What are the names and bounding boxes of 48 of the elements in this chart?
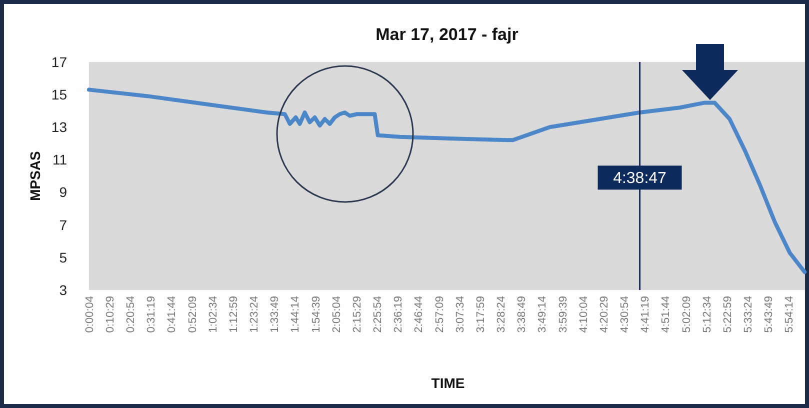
x-tick-label: 5:02:09 bbox=[680, 296, 693, 333]
x-tick-label: 2:57:09 bbox=[434, 296, 446, 333]
x-tick-label: 2:25:54 bbox=[372, 296, 384, 333]
y-tick-label: 17 bbox=[51, 54, 68, 70]
y-tick-label: 15 bbox=[51, 86, 68, 102]
x-tick-label: 1:12:59 bbox=[228, 296, 240, 333]
x-tick-label: 2:36:19 bbox=[392, 296, 405, 333]
x-tick-label: 0:10:29 bbox=[104, 296, 116, 333]
y-tick-label: 11 bbox=[52, 152, 68, 168]
x-tick-label: 5:54:14 bbox=[784, 296, 796, 333]
annotation: 4:38:47 bbox=[613, 170, 667, 188]
x-tick-label: 3:38:49 bbox=[516, 296, 528, 333]
x-tick-label: 5:12:34 bbox=[701, 296, 714, 333]
x-tick-label: 3:07:34 bbox=[454, 296, 466, 333]
x-tick-label: 2:15:29 bbox=[351, 296, 364, 333]
y-tick-label: 7 bbox=[59, 216, 68, 233]
line-series bbox=[87, 88, 807, 274]
x-tick-label: 0:52:09 bbox=[186, 296, 199, 333]
x-tick-label: 1:23:24 bbox=[248, 296, 261, 333]
x-tick-label: 1:54:39 bbox=[310, 296, 322, 333]
x-tick-label: 2:46:44 bbox=[413, 296, 426, 333]
x-tick-label: 4:41:19 bbox=[640, 296, 652, 333]
x-tick-label: 0:31:19 bbox=[146, 296, 158, 333]
chart-title: Mar 17, 2017 - fajr bbox=[376, 25, 519, 44]
x-tick-label: 4:20:29 bbox=[598, 296, 610, 333]
y-tick-label: 13 bbox=[51, 119, 68, 136]
x-tick-label: 3:49:14 bbox=[536, 296, 549, 333]
x-axis-title: TIME bbox=[431, 375, 465, 391]
x-tick-label: 1:33:49 bbox=[269, 296, 282, 333]
y-tick-label: 5 bbox=[59, 249, 68, 266]
x-tick-label: 3:28:24 bbox=[496, 296, 508, 333]
x-tick-label: 4:30:54 bbox=[619, 296, 632, 333]
x-tick-label: 5:43:49 bbox=[763, 296, 776, 333]
y-tick-label: 9 bbox=[59, 184, 68, 200]
y-tick-label: 3 bbox=[59, 282, 68, 298]
y-axis-title: MPSAS bbox=[27, 151, 43, 201]
x-tick-label: 0:20:54 bbox=[125, 296, 138, 333]
x-tick-label: 5:22:59 bbox=[722, 296, 734, 333]
x-tick-label: 5:33:24 bbox=[742, 296, 755, 333]
x-tick-label: 3:59:39 bbox=[557, 296, 570, 333]
x-tick-label: 1:44:14 bbox=[290, 296, 302, 333]
x-tick-label: 0:41:44 bbox=[166, 296, 178, 333]
x-tick-label: 4:51:44 bbox=[660, 296, 672, 333]
x-tick-label: 3:17:59 bbox=[474, 296, 487, 333]
x-tick-label: 1:02:34 bbox=[207, 296, 220, 333]
x-tick-label: 4:10:04 bbox=[578, 296, 590, 333]
x-tick-label: 2:05:04 bbox=[330, 296, 343, 333]
x-tick-label: 0:00:04 bbox=[84, 296, 96, 333]
